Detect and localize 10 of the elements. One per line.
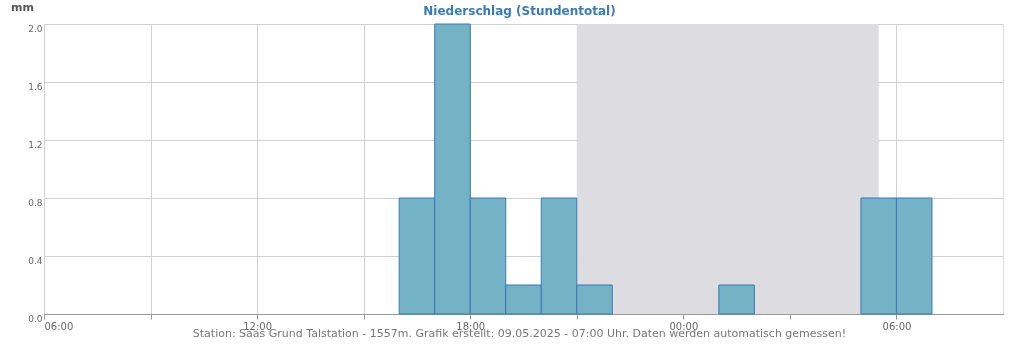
y-tick-label: 1.6 (28, 81, 43, 92)
x-tick-label: 06:00 (44, 320, 74, 332)
y-tick-label: 0.8 (28, 197, 43, 208)
chart-title: Niederschlag (Stundentotal) (423, 4, 616, 18)
x-tick-label: 06:00 (882, 320, 912, 332)
y-tick-label: 2.0 (28, 23, 43, 34)
y-tick-label: 0.4 (28, 255, 43, 266)
y-tick-label: 1.2 (28, 139, 43, 150)
y-tick-label: 0.0 (28, 313, 43, 324)
y-axis-title: mm (11, 0, 34, 14)
